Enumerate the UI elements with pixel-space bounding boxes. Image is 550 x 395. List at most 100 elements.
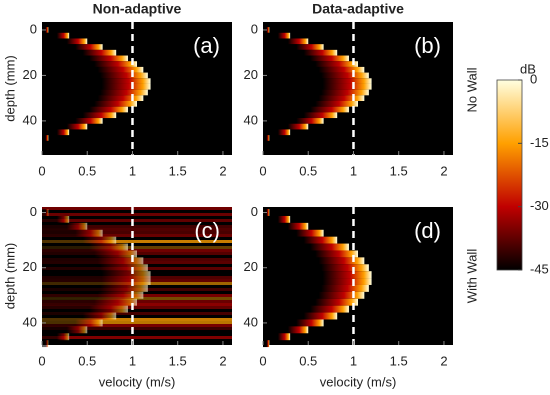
profile-band — [263, 118, 324, 124]
profile-band — [42, 55, 128, 62]
clutter-stripe — [42, 315, 232, 318]
colorbar-label: dB — [520, 61, 536, 76]
profile-band — [263, 135, 270, 141]
x-tick-label: 2 — [219, 353, 226, 368]
profile-band — [263, 312, 338, 320]
profile-band — [263, 83, 372, 90]
clutter-stripe — [42, 327, 232, 330]
profile-band — [263, 333, 291, 341]
colorbar-tick-label: -30 — [530, 198, 549, 213]
clutter-stripe — [42, 240, 232, 243]
profile-band — [42, 49, 117, 56]
clutter-stripe — [42, 324, 232, 327]
clutter-stripe — [42, 225, 232, 228]
y-axis-label: depth (mm) — [2, 55, 17, 121]
profile-band — [263, 264, 369, 272]
profile-band — [42, 101, 137, 107]
profile-band — [263, 112, 338, 119]
profile-band — [263, 32, 291, 39]
profile-band — [42, 222, 88, 230]
x-tick-label: 0 — [38, 353, 45, 368]
x-tick-label: 1 — [129, 163, 136, 178]
x-axis-label: velocity (m/s) — [320, 374, 397, 389]
profile-band — [42, 340, 49, 348]
profile-band — [263, 61, 358, 67]
profile-band — [42, 250, 137, 258]
profile-band — [42, 312, 117, 320]
profile-band — [42, 123, 88, 130]
profile-band — [263, 38, 309, 45]
y-tick-label: 0 — [30, 204, 37, 219]
clutter-stripe — [42, 243, 232, 246]
profile-band — [42, 305, 128, 313]
x-tick-label: 0.5 — [78, 163, 96, 178]
colorbar — [496, 79, 523, 271]
profile-band — [42, 291, 144, 299]
profile-band — [263, 284, 369, 292]
x-tick-label: 1.5 — [169, 353, 187, 368]
y-tick-label: 40 — [23, 112, 37, 127]
clutter-stripe — [42, 228, 232, 231]
y-tick-label: 0 — [251, 204, 258, 219]
y-tick-label: 20 — [23, 67, 37, 82]
clutter-stripe — [42, 342, 232, 345]
profile-band — [263, 101, 358, 107]
profile-band — [42, 129, 70, 136]
profile-band — [42, 135, 49, 141]
x-tick-label: 1 — [350, 353, 357, 368]
clutter-stripe — [42, 318, 232, 321]
clutter-stripe — [42, 330, 232, 333]
y-tick-label: 0 — [251, 21, 258, 36]
clutter-stripe — [42, 306, 232, 309]
profile-band — [42, 38, 88, 45]
profile-band — [42, 284, 148, 292]
panel-label: (a) — [193, 33, 220, 58]
profile-band — [263, 89, 369, 96]
x-tick-label: 0.5 — [299, 163, 317, 178]
clutter-stripe — [42, 246, 232, 249]
y-tick-label: 40 — [244, 112, 258, 127]
colorbar-tick-label: 0 — [530, 71, 537, 86]
profile-band — [42, 112, 117, 119]
profile-band — [263, 271, 372, 279]
clutter-stripe — [42, 312, 232, 315]
profile-band — [42, 271, 151, 279]
profile-band — [263, 123, 309, 130]
profile-band — [263, 215, 291, 223]
profile-band — [42, 89, 148, 96]
profile-band — [263, 49, 338, 56]
profile-band — [42, 243, 128, 251]
clutter-stripe — [42, 216, 232, 219]
profile-band — [42, 229, 103, 237]
profile-band — [263, 298, 358, 306]
x-tick-label: 1.5 — [390, 163, 408, 178]
profile-band — [42, 326, 88, 334]
profile-band — [263, 72, 369, 79]
x-tick-label: 0.5 — [78, 353, 96, 368]
profile-band — [42, 319, 103, 327]
x-tick-label: 0 — [259, 163, 266, 178]
profile-band — [42, 298, 137, 306]
profile-band — [42, 83, 151, 90]
profile-band — [263, 243, 349, 251]
profile-band — [263, 326, 309, 334]
y-tick-label: 20 — [23, 259, 37, 274]
clutter-stripe — [42, 234, 232, 237]
y-tick-label: 0 — [30, 21, 37, 36]
x-axis-label: velocity (m/s) — [99, 374, 176, 389]
profile-band — [263, 250, 358, 258]
profile-band — [42, 333, 70, 341]
profile-band — [42, 61, 137, 67]
profile-band — [263, 129, 291, 136]
profile-band — [42, 44, 103, 50]
profile-band — [263, 66, 365, 73]
clutter-stripe — [42, 222, 232, 225]
profile-band — [263, 291, 365, 299]
profile-band — [42, 66, 144, 73]
colorbar-tick-label: -15 — [530, 135, 549, 150]
profile-band — [263, 305, 349, 313]
profile-band — [263, 278, 372, 285]
clutter-stripe — [42, 309, 232, 312]
clutter-stripe — [42, 210, 232, 213]
